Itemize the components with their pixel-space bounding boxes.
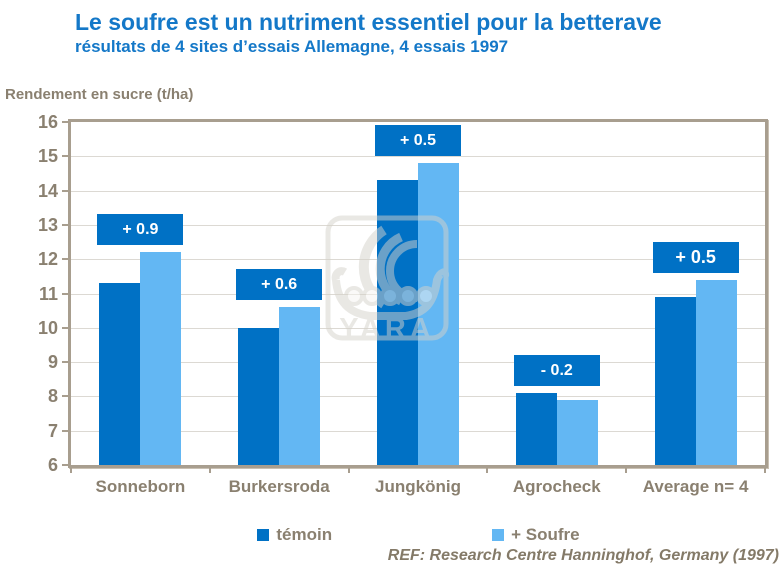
x-axis-labels: Sonneborn Burkersroda Jungkönig Agrocheck Av…: [71, 477, 765, 497]
y-tick-label: 9: [47, 352, 58, 373]
delta-label: + 0.5: [652, 241, 739, 273]
bar-group: [210, 122, 349, 465]
bar-témoin: [515, 393, 557, 465]
plot-area: YARA + 0.9 + 0.6 + 0.5- 0.2 + 0.5: [68, 119, 768, 468]
bar-group: [626, 122, 765, 465]
x-category-label: Agrocheck: [512, 477, 601, 496]
bar-témoin: [238, 327, 280, 465]
y-tick-label: 11: [38, 283, 58, 304]
y-tick-label: 12: [37, 249, 58, 270]
legend-swatch-soufre: [492, 529, 505, 541]
legend-label-temoin: témoin: [276, 525, 333, 544]
y-tick-mark: [62, 189, 68, 192]
bar-+ Soufre: [417, 163, 459, 465]
y-tick-mark: [62, 395, 68, 398]
bar-+ Soufre: [279, 307, 321, 465]
bar-group: [487, 122, 626, 465]
delta-label: - 0.2: [513, 354, 600, 386]
x-tick-mark: [70, 468, 72, 473]
legend: témoin + Soufre: [0, 525, 782, 545]
bar-témoin: [376, 180, 418, 465]
gridline: [71, 156, 765, 158]
x-tick-mark: [486, 468, 489, 473]
bar-+ Soufre: [556, 399, 598, 465]
x-category-label: Jungkönig: [375, 477, 461, 496]
legend-label-soufre: + Soufre: [511, 525, 580, 544]
x-tick-mark: [764, 468, 766, 473]
x-category-label: Average n= 4: [642, 477, 749, 496]
x-tick-mark: [208, 468, 211, 473]
delta-label: + 0.5: [375, 125, 461, 157]
y-tick-label: 14: [37, 180, 58, 201]
y-tick-mark: [62, 361, 68, 364]
y-tick-label: 10: [37, 317, 58, 338]
y-tick-mark: [62, 223, 68, 226]
legend-swatch-temoin: [257, 529, 270, 541]
bar-group: [349, 122, 488, 465]
bar-témoin: [99, 283, 141, 465]
y-tick-label: 8: [47, 386, 58, 407]
bar-témoin: [654, 296, 696, 465]
y-tick-label: 13: [37, 214, 58, 235]
y-tick-mark: [62, 326, 68, 329]
y-tick-label: 15: [37, 146, 58, 167]
bar-+ Soufre: [695, 279, 737, 465]
bar-+ Soufre: [140, 252, 182, 465]
delta-label: + 0.9: [97, 214, 184, 246]
delta-label: + 0.6: [236, 269, 323, 301]
x-tick-mark: [347, 468, 350, 473]
x-category-label: Burkersroda: [228, 477, 330, 496]
y-tick-mark: [62, 464, 68, 466]
y-tick-label: 6: [47, 455, 58, 475]
x-category-label: Sonneborn: [95, 477, 186, 496]
y-tick-label: 7: [47, 420, 58, 441]
chart-subtitle: résultats de 4 sites d’essais Allemagne,…: [75, 37, 509, 56]
y-tick-mark: [62, 429, 68, 432]
y-axis-title: Rendement en sucre (t/ha): [5, 86, 194, 103]
y-tick-mark: [62, 258, 68, 261]
y-tick-label: 16: [37, 112, 58, 132]
x-tick-mark: [625, 468, 628, 473]
legend-item-soufre: + Soufre: [492, 525, 580, 545]
y-tick-mark: [62, 155, 68, 158]
reference-text: REF: Research Centre Hanninghof, Germany…: [387, 547, 779, 564]
bar-group: [71, 122, 210, 465]
chart-title: Le soufre est un nutriment essentiel pou…: [75, 9, 662, 35]
y-tick-mark: [62, 121, 68, 123]
legend-item-temoin: témoin: [257, 525, 332, 545]
y-tick-mark: [62, 292, 68, 295]
